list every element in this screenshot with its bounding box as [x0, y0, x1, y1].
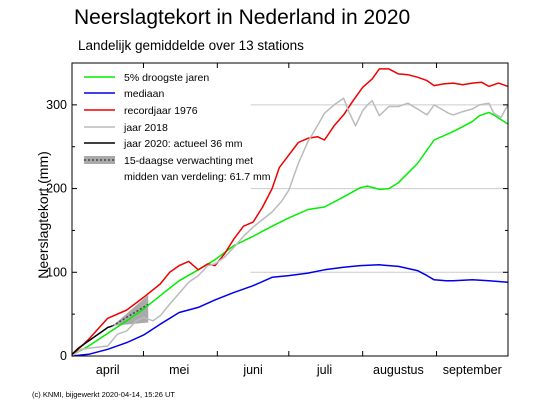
x-tick-label: juli [316, 363, 332, 377]
forecast-median-line [112, 303, 149, 327]
page-title: Neerslagtekort in Nederland in 2020 [74, 6, 411, 29]
forecast-spread [112, 294, 149, 326]
legend-swatch-forecast [84, 156, 115, 164]
y-tick-label: 100 [46, 265, 67, 279]
legend-label-4: jaar 2020: actueel 36 mm [123, 138, 243, 150]
y-tick-label: 300 [46, 98, 67, 112]
y-axis-label: Neerslagtekort (mm) [35, 151, 51, 279]
legend-label-forecast-1: 15-daagse verwachting met [124, 155, 253, 167]
reference-lines [250, 104, 508, 273]
page-subtitle: Landelijk gemiddelde over 13 stations [78, 38, 304, 53]
series-line-2 [71, 68, 509, 356]
y-tick-label: 200 [46, 182, 67, 196]
legend-label-1: mediaan [124, 88, 164, 100]
x-tick-label: april [96, 363, 120, 377]
series-line-1 [71, 264, 509, 357]
series-lines [71, 68, 509, 357]
y-tick-label: 0 [60, 349, 67, 363]
series-line-4 [71, 325, 113, 355]
axes: 0 100 200 300 april mei juni juli augustus septem… [46, 62, 509, 377]
series-line-0 [71, 111, 509, 356]
x-tick-label: augustus [373, 363, 424, 377]
legend-label-0: 5% droogste jaren [124, 72, 209, 84]
plot-frame [71, 62, 509, 357]
legend: 5% droogste jaren mediaan recordjaar 1976 j… [84, 72, 271, 183]
x-tick-label: juni [242, 363, 262, 377]
x-tick-label: mei [169, 363, 189, 377]
legend-label-forecast-2: midden van verdeling: 61.7 mm [124, 171, 271, 183]
legend-label-2: recordjaar 1976 [124, 105, 198, 117]
legend-label-3: jaar 2018 [123, 122, 168, 134]
credit-note: (c) KNMI, bijgewerkt 2020-04-14, 15:26 U… [32, 390, 175, 399]
forecast-layer [112, 294, 149, 327]
series-line-3 [71, 97, 509, 357]
x-tick-label: september [443, 363, 502, 377]
